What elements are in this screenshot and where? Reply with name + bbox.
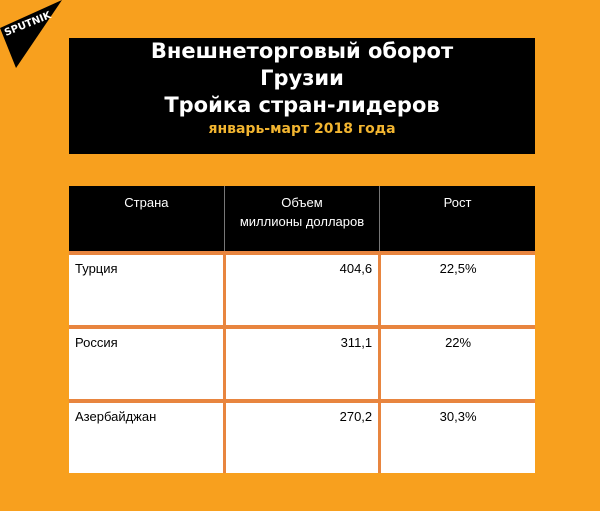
header-growth: Рост	[379, 186, 535, 253]
header-row: Страна Объем миллионы долларов Рост	[69, 186, 535, 253]
header-volume: Объем миллионы долларов	[223, 186, 380, 253]
table-row: Россия 311,1 22%	[69, 325, 535, 403]
table-row: Азербайджан 270,2 30,3%	[69, 399, 535, 473]
subtitle: январь-март 2018 года	[208, 121, 396, 137]
cell-volume: 311,1	[222, 325, 382, 403]
cell-country: Азербайджан	[69, 399, 226, 473]
cell-country: Россия	[69, 325, 226, 403]
data-table: Страна Объем миллионы долларов Рост Турци…	[69, 186, 535, 473]
title-line-1: Внешнеторговый оборот	[150, 39, 454, 63]
cell-growth: 30,3%	[378, 399, 535, 473]
table-row: Турция 404,6 22,5%	[69, 251, 535, 329]
cell-growth: 22%	[378, 325, 535, 403]
cell-volume: 404,6	[222, 251, 382, 329]
cell-country: Турция	[69, 251, 226, 329]
title-box: Внешнеторговый оборот Грузии Тройка стра…	[69, 38, 535, 154]
title-line-2: Грузии	[260, 66, 344, 90]
header-volume-line2: миллионы долларов	[239, 214, 365, 229]
cell-volume: 270,2	[222, 399, 382, 473]
header-volume-line1: Объем	[281, 195, 323, 210]
sputnik-logo: SPUTNIK	[0, 0, 62, 68]
title-line-3: Тройка стран-лидеров	[164, 93, 440, 117]
cell-growth: 22,5%	[378, 251, 535, 329]
header-country: Страна	[69, 186, 225, 253]
